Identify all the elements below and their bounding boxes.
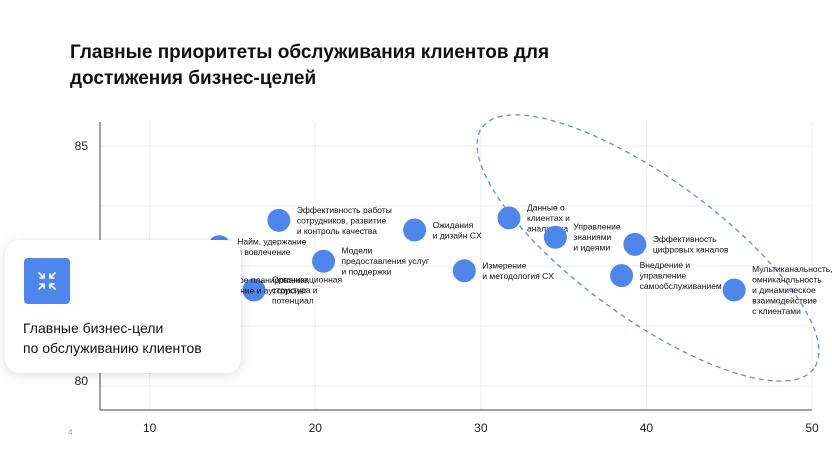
x-tick-label: 50: [805, 421, 819, 435]
data-label: Управление знаниями и идеями: [573, 222, 621, 253]
data-point: [403, 218, 427, 242]
data-point: [452, 259, 476, 283]
data-label: Мультиканальность, омниканальность и динам…: [752, 264, 832, 316]
data-label-partial: ское планирование, вание и аутсорсинг: [231, 275, 310, 296]
data-label: Ожидания и дизайн CX: [433, 220, 482, 241]
data-point: [623, 232, 647, 256]
y-tick-label: 80: [75, 374, 89, 388]
data-label: Модели предоставления услуг и поддержки: [342, 246, 429, 277]
data-point: [543, 225, 567, 249]
x-tick-label: 20: [309, 421, 323, 435]
title-line-1: Главные приоритеты обслуживания клиентов…: [70, 42, 550, 63]
goals-card: Главные бизнес-цели по обслуживанию клие…: [5, 240, 241, 373]
data-point: [267, 208, 291, 232]
title-line-2: достижения бизнес-целей: [70, 68, 317, 89]
data-point: [722, 278, 746, 302]
data-label: Организационная структура и потенциал: [272, 275, 343, 306]
data-point: [497, 206, 521, 230]
data-label: Данные о клиентах и аналитика: [527, 203, 570, 234]
data-point: [610, 264, 634, 288]
card-line-1: Главные бизнес-цели: [23, 320, 164, 336]
data-label: Измерение и методология CX: [482, 261, 554, 282]
data-point: [312, 249, 336, 273]
data-point: [242, 278, 266, 302]
card-line-2: по обслуживанию клиентов: [23, 340, 202, 356]
collapse-arrows-icon: [24, 258, 70, 304]
data-label: Эффективность работы сотрудников, развити…: [297, 205, 392, 236]
data-label: Эффективность цифровых каналов: [653, 234, 729, 255]
data-label: Найм, удержание и вовлечение: [237, 237, 306, 257]
x-tick-label: 10: [143, 421, 157, 435]
y-tick-label: 85: [75, 139, 89, 153]
x-tick-label: 30: [474, 421, 488, 435]
x-tick-label: 40: [640, 421, 654, 435]
page-number: 4: [68, 428, 73, 437]
data-label: Внедрение и управление самообслуживанием: [640, 260, 722, 291]
page-title: Главные приоритеты обслуживания клиентов…: [70, 40, 630, 92]
card-caption: Главные бизнес-цели по обслуживанию клие…: [23, 318, 233, 358]
